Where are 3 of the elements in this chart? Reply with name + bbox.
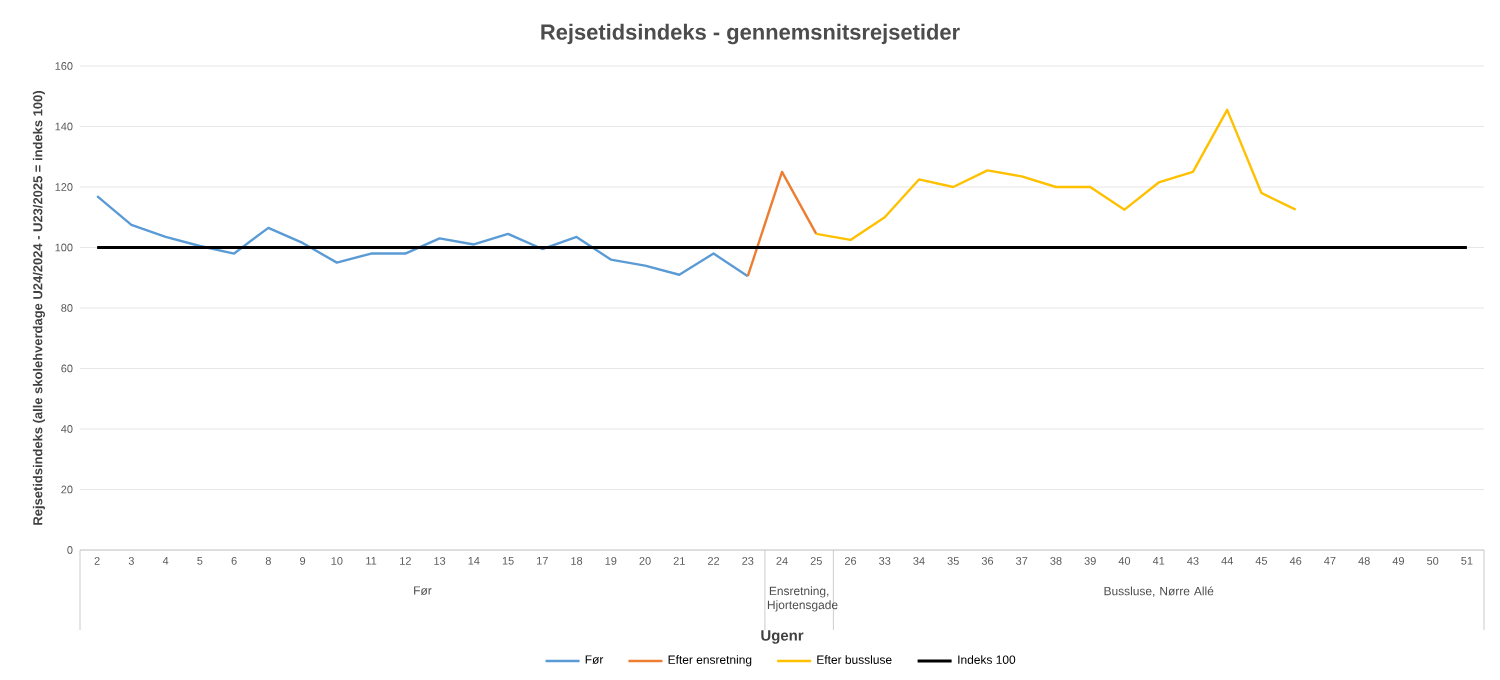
chart-title: Rejsetidsindeks - gennemsnitsrejsetider: [541, 23, 960, 45]
line-series: [815, 108, 1297, 242]
line-series: [95, 194, 749, 278]
